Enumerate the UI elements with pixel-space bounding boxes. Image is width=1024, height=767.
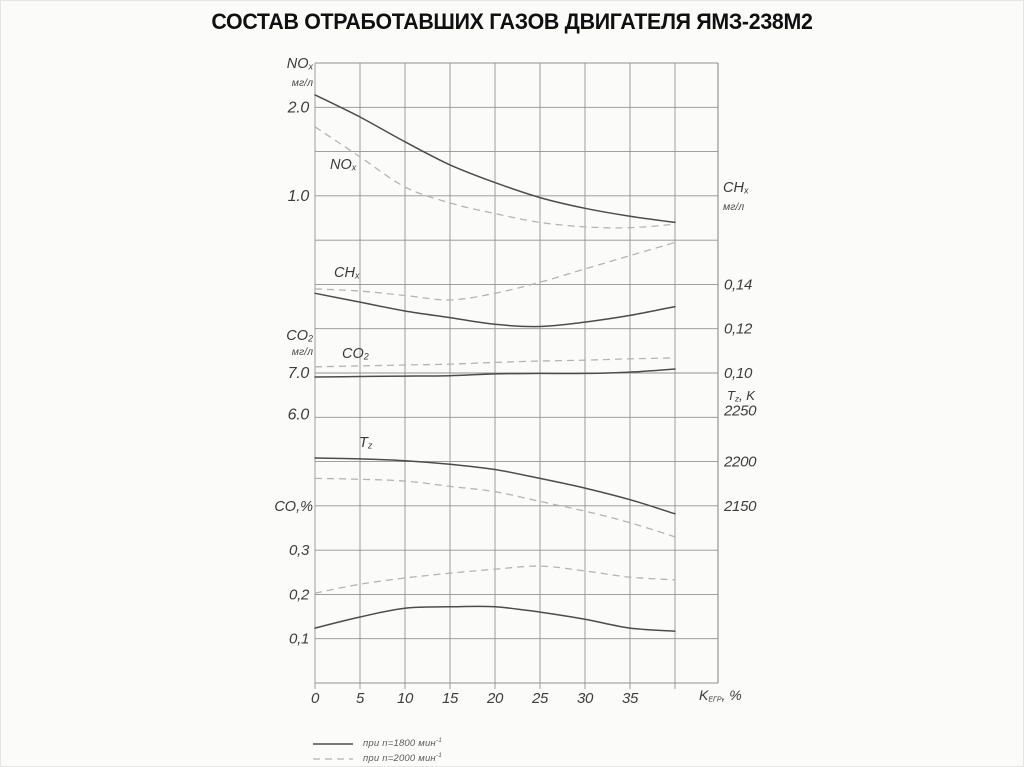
y-tick-label: 0,14 [724, 276, 752, 293]
curve-chx-2000 [314, 241, 676, 301]
co-axis-label: CO,% [274, 499, 313, 515]
x-tick-label: 20 [486, 690, 504, 707]
legend-label-1800: при n=1800 мин-1 [363, 737, 443, 750]
curve-tz-2000 [314, 477, 676, 538]
page-title: СОСТАВ ОТРАБОТАВШИХ ГАЗОВ ДВИГАТЕЛЯ ЯМЗ-… [211, 9, 813, 34]
curve-co2-1800 [314, 368, 676, 378]
y-tick-label: 7.0 [288, 365, 310, 382]
y-tick-label: 6.0 [288, 406, 310, 423]
curve-co2-2000 [314, 357, 676, 368]
nox-axis-label: NOx мг/л [286, 56, 313, 89]
dashed-line-sample [313, 757, 353, 760]
x-tick-label: 10 [397, 690, 414, 707]
nox-curve-label: NOx [330, 157, 357, 173]
tz-curve-label: Tz [359, 435, 373, 451]
curve-nox-1800 [314, 94, 676, 224]
y-tick-label: 2.0 [287, 99, 310, 116]
legend: при n=1800 мин-1 при n=2000 мин-1 [313, 737, 442, 767]
y-tick-label: 0,1 [289, 631, 309, 648]
curve-tz-1800 [314, 457, 676, 515]
legend-row-1800: при n=1800 мин-1 [313, 737, 442, 750]
y-tick-label: 0,2 [289, 586, 310, 603]
legend-row-2000: при n=2000 мин-1 [313, 752, 442, 765]
y-tick-label: 2250 [723, 402, 757, 419]
curve-chx-1800 [314, 292, 676, 328]
solid-line-sample [313, 742, 353, 745]
co2-axis-label: CO2 мг/л [286, 328, 313, 358]
co2-curve-label: CO2 [342, 346, 369, 362]
x-tick-label: 35 [622, 690, 639, 707]
y-tick-label: 0,12 [724, 321, 753, 338]
chx-curve-label: CHx [334, 265, 360, 281]
y-tick-label: 0,10 [724, 365, 753, 382]
tz-axis-label: Tz, K [727, 388, 755, 404]
curve-nox-2000 [314, 126, 676, 229]
curve-co-1800 [314, 605, 676, 632]
y-tick-label: 2150 [723, 498, 757, 515]
chx-axis-label: CHx мг/л [723, 180, 749, 213]
x-tick-label: 25 [531, 690, 549, 707]
legend-label-2000: при n=2000 мин-1 [363, 752, 443, 765]
curve-co-2000 [314, 565, 676, 594]
x-tick-label: 15 [442, 690, 459, 707]
y-tick-label: 0,3 [289, 542, 310, 559]
x-tick-label: 0 [311, 690, 320, 707]
x-tick-label: 5 [356, 690, 365, 707]
y-tick-label: 2200 [723, 454, 757, 471]
y-tick-label: 1.0 [288, 188, 310, 205]
x-tick-label: 30 [577, 690, 594, 707]
x-axis-label: KЕГР, % [699, 687, 742, 704]
